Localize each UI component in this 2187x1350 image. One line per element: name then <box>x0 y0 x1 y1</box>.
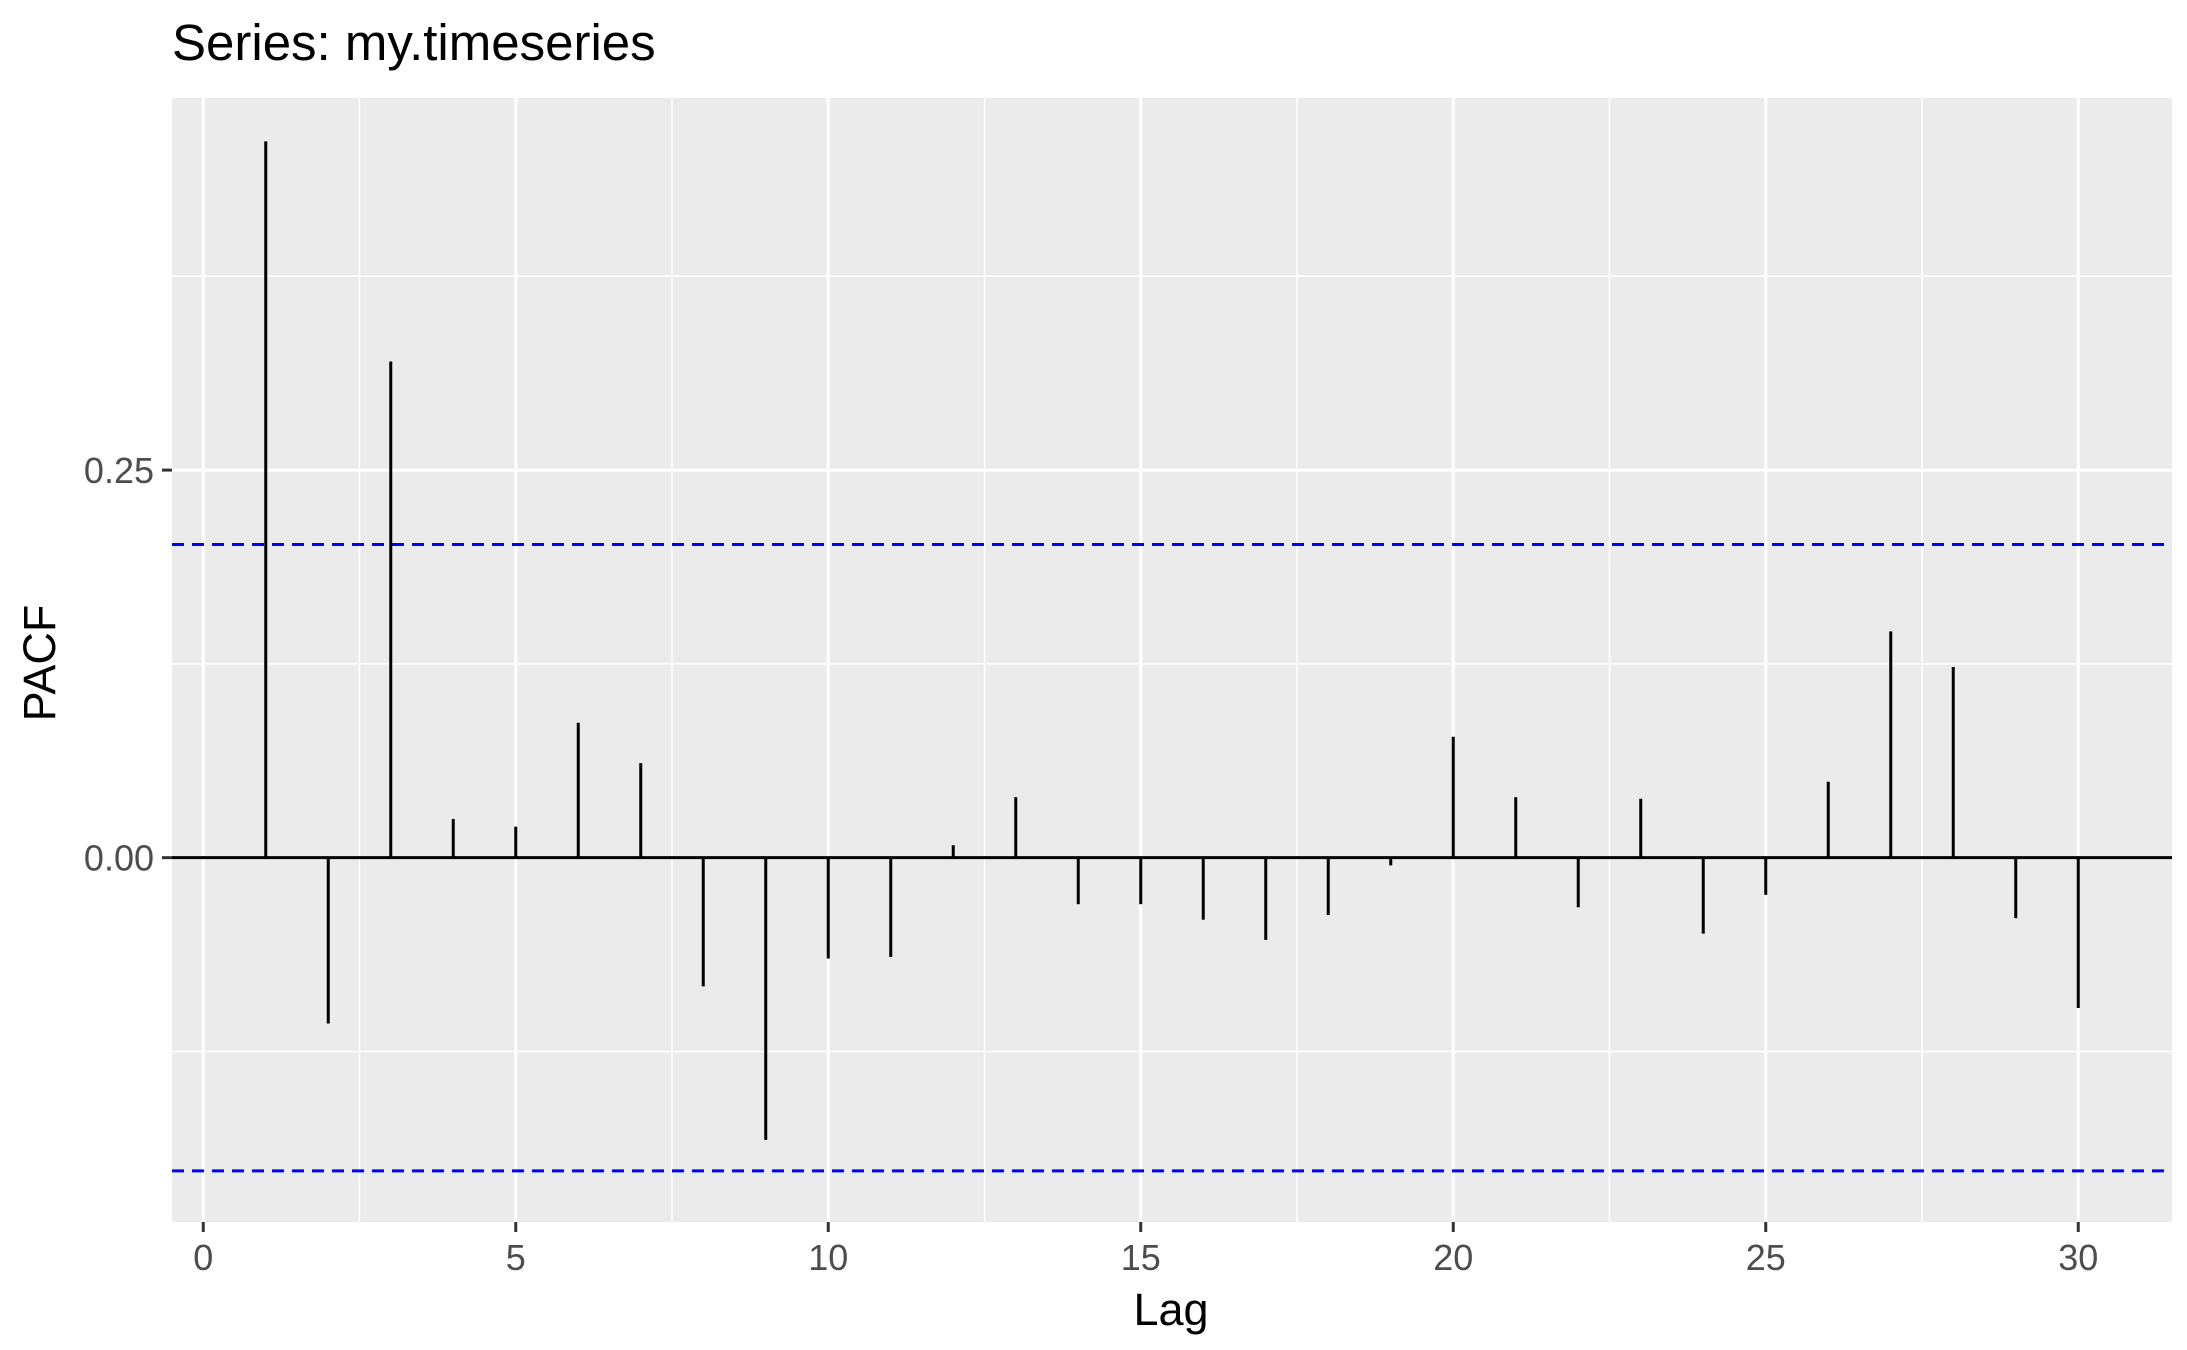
panel-background <box>172 98 2172 1222</box>
y-tick-label: 0.00 <box>84 838 154 879</box>
pacf-bars <box>264 141 2080 1140</box>
x-tick-label: 20 <box>1433 1237 1473 1278</box>
x-axis-title: Lag <box>1133 1284 1208 1335</box>
x-tick-label: 5 <box>506 1237 526 1278</box>
y-tick-label: 0.25 <box>84 450 154 491</box>
x-tick-label: 0 <box>193 1237 213 1278</box>
x-tick-label: 15 <box>1121 1237 1161 1278</box>
plot-panel <box>172 98 2172 1222</box>
x-tick-label: 10 <box>808 1237 848 1278</box>
y-axis-title: PACF <box>14 605 65 722</box>
x-tick-label: 25 <box>1746 1237 1786 1278</box>
x-tick-label: 30 <box>2058 1237 2098 1278</box>
confidence-bounds <box>172 542 2172 1173</box>
grid-lines <box>172 98 2172 1222</box>
axes: 0 5 10 15 20 25 30 0.00 0.25 <box>84 450 2098 1278</box>
chart-title: Series: my.timeseries <box>172 14 656 71</box>
